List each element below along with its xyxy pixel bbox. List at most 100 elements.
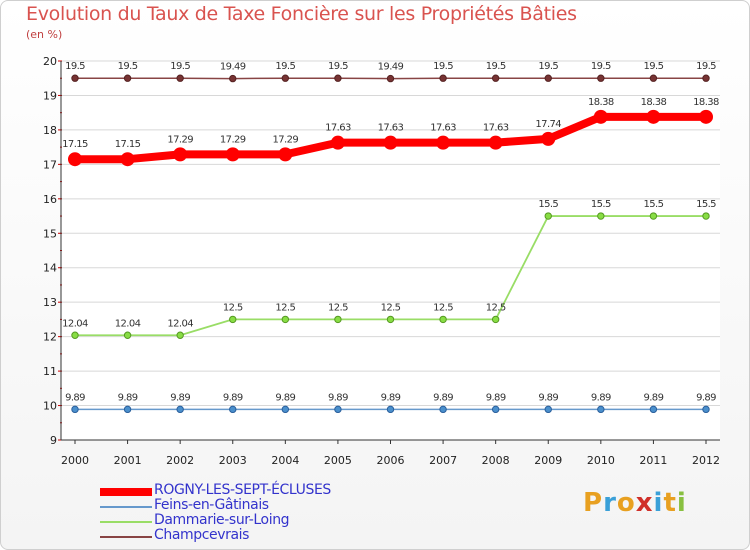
data-point (439, 74, 447, 82)
data-label: 17.63 (325, 123, 351, 134)
data-point (702, 74, 710, 82)
data-point (334, 74, 342, 82)
legend-label: Dammarie-sur-Loing (154, 512, 290, 528)
logo-letter: P (583, 488, 604, 518)
data-label: 19.5 (696, 61, 716, 72)
y-tick-label: 12 (43, 331, 57, 344)
data-point (383, 135, 398, 150)
data-point (488, 135, 503, 150)
data-point (123, 74, 132, 82)
x-tick-label: 2005 (324, 454, 352, 467)
data-point (649, 74, 658, 82)
data-point (173, 147, 188, 162)
data-point (71, 74, 79, 82)
data-point (646, 109, 661, 124)
data-point (544, 212, 552, 220)
data-point (281, 315, 290, 324)
data-point (439, 315, 447, 324)
data-point (176, 74, 184, 82)
data-label: 9.89 (486, 392, 506, 403)
x-tick-label: 2007 (429, 454, 457, 467)
data-label: 19.5 (643, 61, 663, 72)
data-point (544, 405, 552, 414)
legend-swatch (100, 536, 152, 538)
data-label: 18.38 (693, 97, 719, 108)
data-label: 19.5 (170, 61, 190, 72)
data-label: 12.5 (328, 302, 348, 313)
data-point (541, 131, 556, 146)
x-tick-label: 2001 (114, 454, 142, 467)
y-tick-label: 13 (43, 296, 57, 309)
data-label: 19.5 (328, 61, 348, 72)
legend-label: Champcevrais (154, 527, 250, 543)
data-point (702, 405, 710, 414)
data-point (491, 315, 500, 324)
data-label: 9.89 (696, 392, 716, 403)
data-label: 19.5 (275, 61, 295, 72)
y-tick-label: 20 (43, 55, 57, 68)
logo-letter: t (663, 488, 677, 518)
chart-title: Evolution du Taux de Taxe Foncière sur l… (26, 3, 577, 25)
y-tick-label: 15 (43, 227, 57, 240)
data-label: 19.5 (486, 61, 506, 72)
logo-letter: r (603, 488, 617, 518)
data-point (699, 109, 713, 124)
data-point (281, 74, 290, 82)
data-label: 15.5 (591, 199, 611, 210)
y-tick-label: 14 (43, 262, 57, 275)
data-label: 17.29 (220, 134, 246, 145)
data-label: 15.5 (643, 199, 663, 210)
data-label: 15.5 (538, 199, 558, 210)
data-point (544, 74, 552, 82)
data-label: 15.5 (696, 199, 716, 210)
data-label: 19.5 (65, 61, 85, 72)
data-label: 17.15 (62, 139, 88, 150)
proxiti-logo: Proxiti (583, 488, 687, 518)
data-point (229, 74, 237, 83)
logo-letter: i (653, 488, 664, 518)
data-label: 17.74 (535, 119, 561, 130)
data-label: 12.5 (381, 302, 401, 313)
data-label: 17.63 (483, 123, 509, 134)
data-point (597, 212, 605, 220)
plot-area (61, 61, 720, 440)
data-label: 19.5 (433, 61, 453, 72)
data-point (330, 135, 345, 150)
data-point (439, 405, 447, 414)
y-axis-unit: (en %) (26, 28, 63, 41)
logo-letter: x (635, 488, 654, 518)
x-tick-label: 2009 (534, 454, 562, 467)
data-label: 12.5 (223, 302, 243, 313)
x-tick-label: 2008 (482, 454, 510, 467)
data-label: 9.89 (170, 392, 190, 403)
data-label: 17.29 (167, 134, 193, 145)
x-tick-label: 2004 (271, 454, 299, 467)
data-point (491, 74, 500, 82)
data-label: 9.89 (381, 392, 401, 403)
x-tick-label: 2010 (587, 454, 615, 467)
data-point (597, 405, 605, 414)
y-tick-label: 9 (50, 434, 57, 447)
y-tick-label: 18 (43, 124, 57, 137)
data-label: 17.63 (378, 123, 404, 134)
data-point (176, 331, 184, 339)
data-point (597, 74, 605, 82)
data-point (386, 315, 395, 324)
data-label: 9.89 (538, 392, 558, 403)
data-point (229, 405, 237, 414)
data-label: 9.89 (65, 392, 85, 403)
data-label: 17.29 (273, 134, 299, 145)
y-tick-label: 19 (43, 89, 57, 102)
data-label: 19.49 (378, 62, 404, 73)
data-point (436, 135, 451, 150)
data-point (649, 405, 658, 414)
data-label: 12.5 (433, 302, 453, 313)
data-point (123, 405, 132, 414)
legend-swatch (100, 521, 152, 523)
data-point (281, 405, 290, 414)
x-tick-label: 2003 (219, 454, 247, 467)
x-tick-label: 2012 (692, 454, 720, 467)
data-point (491, 405, 500, 414)
data-label: 9.89 (643, 392, 663, 403)
